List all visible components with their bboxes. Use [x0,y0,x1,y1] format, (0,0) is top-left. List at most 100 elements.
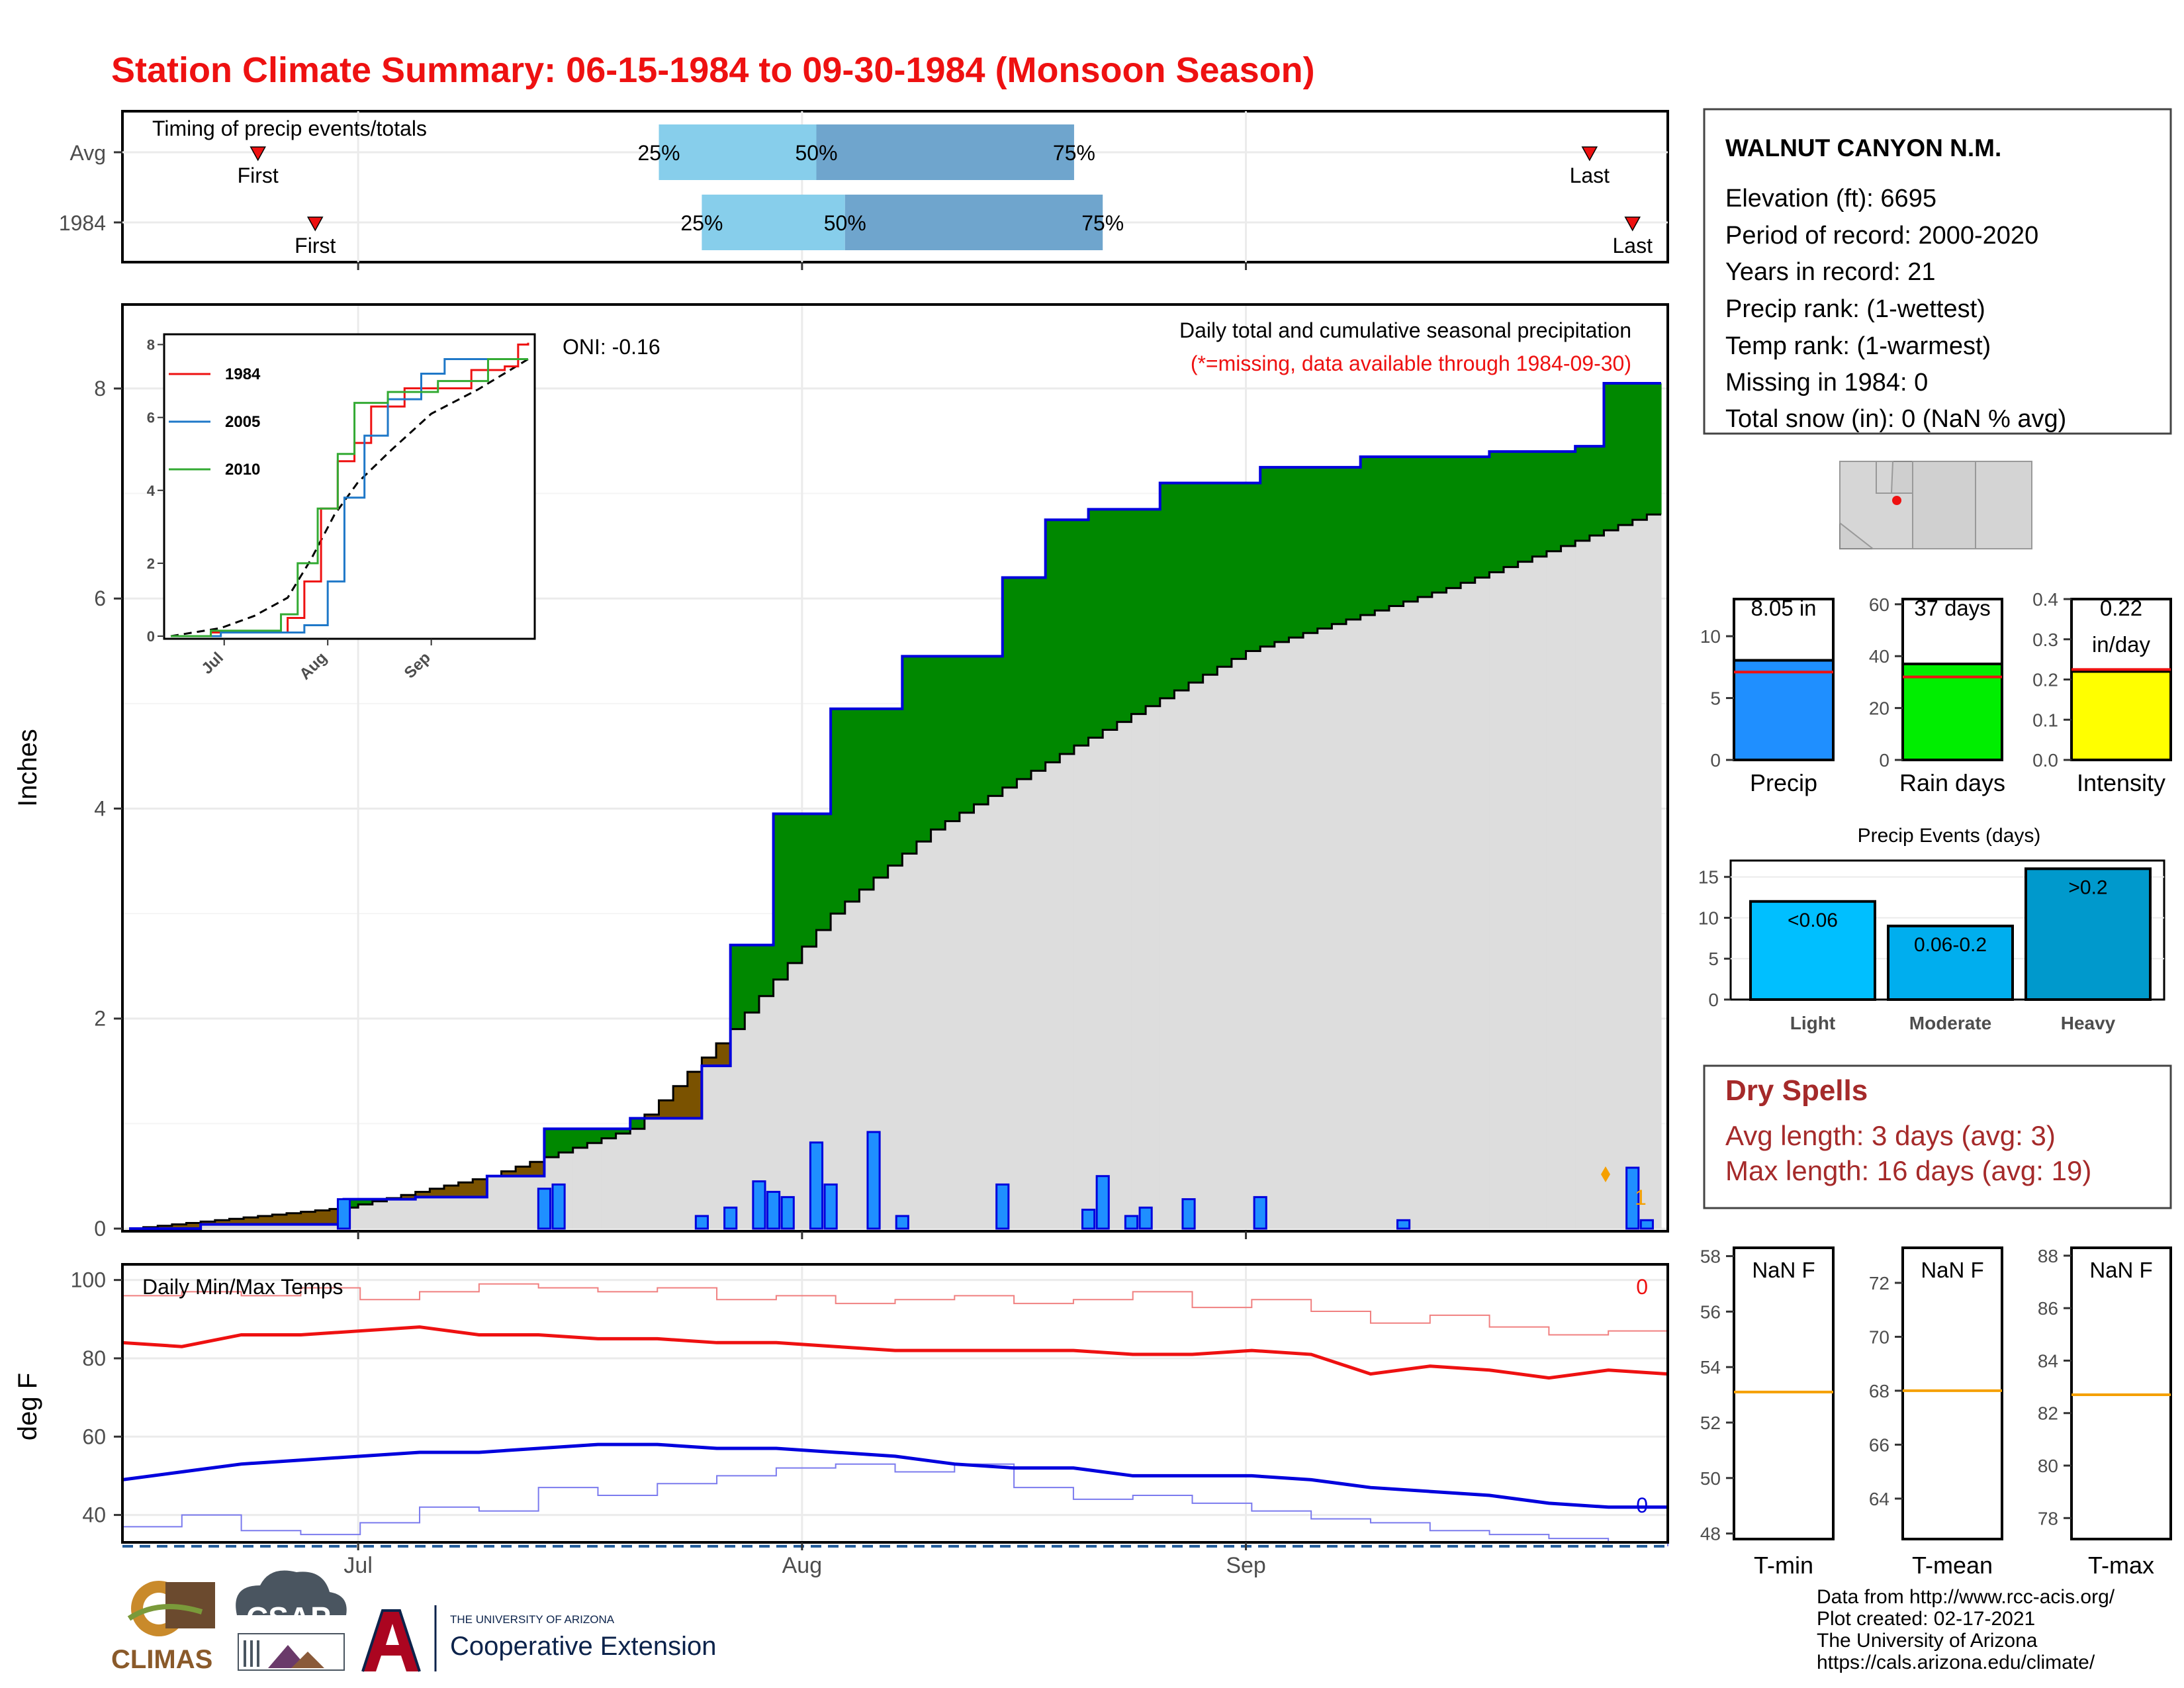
raindays-label: Rain days [1899,769,2005,796]
temp-box-ytick-label: 58 [1700,1246,1721,1267]
csap-wordmark: CSAP [246,1601,331,1635]
surplus-area-segment [1174,483,1189,690]
surplus-area-segment [1246,483,1261,651]
inset-line-2005 [171,358,528,637]
avg-area-segment [1103,729,1118,1229]
avg-area-segment [214,1224,230,1229]
avg-max-temp-line [122,1325,1668,1380]
temp-box-ytick-label: 48 [1700,1524,1721,1544]
surplus-area-segment [1504,451,1519,567]
surplus-area-segment [1131,509,1146,714]
surplus-area-segment [988,656,1003,796]
deficit-area-segment [315,1210,330,1225]
surplus-area-segment [1332,467,1347,624]
avg-area-segment [1131,714,1146,1229]
avg-area-segment [1575,540,1590,1229]
oni-label: ONI: -0.16 [563,335,660,359]
locator-map [1839,461,2032,549]
deficit-area-segment [257,1215,273,1225]
surplus-area-segment [1432,457,1447,593]
deficit-area-segment [286,1213,302,1225]
inset-line-2010 [171,358,528,637]
avg-area-segment [1116,722,1132,1229]
timing-q75-label: 75% [1053,141,1095,165]
timing-row-year-label: 1984 [59,211,106,235]
temp-box-ytick-label: 50 [1700,1468,1721,1489]
avg-min-temp-line [122,1442,1668,1509]
avg-area-segment [1518,561,1533,1229]
raindays-ytick-label: 0 [1879,750,1889,771]
temp-box-value-label: NaN F [2089,1258,2152,1282]
deficit-area-segment [186,1223,201,1229]
station-line-elevation: Elevation (ft): 6695 [1725,185,1936,212]
surplus-area-segment [1217,483,1232,667]
avg-area-segment [945,821,960,1229]
avg-area-segment [587,1143,602,1229]
avg-area-segment [387,1199,402,1229]
missing-count: 1 [1635,1186,1647,1209]
footer-line-url: https://cals.arizona.edu/climate/ [1817,1652,2095,1673]
events-bar-moderate [1887,924,2014,1001]
raindays-value-label: 37 days [1914,596,1991,620]
avg-area-segment [988,796,1003,1229]
daily-precip-bar [752,1180,766,1230]
deficit-area-segment [516,1166,531,1176]
station-name: WALNUT CANYON N.M. [1725,134,2001,162]
daily-precip-bar [895,1215,909,1230]
avg-area-segment [415,1197,430,1229]
surplus-area-segment [615,1129,631,1134]
avg-area-segment [1002,787,1018,1229]
inset-legend-label: 1984 [225,365,261,383]
deficit-area-segment [702,1057,717,1066]
events-category-label: Heavy [2061,1013,2116,1033]
avg-area-segment [788,962,803,1229]
temp-box-value-label: NaN F [1752,1258,1815,1282]
avg-area-segment [1160,698,1175,1229]
surplus-area-segment [859,708,874,890]
avg-area-segment [673,1118,688,1229]
daily-precip-bar [823,1183,838,1230]
avg-area-segment [1589,536,1605,1229]
avg-area-segment [1189,682,1204,1229]
temp-box-label: T-max [2088,1552,2154,1579]
intensity-label: Intensity [2077,769,2165,796]
daily-precip-bar [1625,1166,1640,1230]
surplus-area-segment [1561,451,1576,546]
station-line-temp-rank: Temp rank: (1-warmest) [1725,332,1991,360]
avg-area-segment [229,1224,244,1229]
avg-area-segment [1332,624,1347,1229]
climas-wordmark: CLIMAS [111,1645,212,1674]
avg-area-segment [687,1118,703,1229]
daily-precip-bar [1396,1219,1411,1230]
surplus-area-segment [1360,457,1375,616]
surplus-area-segment [1632,383,1647,520]
deficit-area-segment [687,1072,703,1119]
avg-area-segment [1073,745,1089,1229]
timing-q50-label: 50% [795,141,837,165]
surplus-area-segment [1103,509,1118,730]
precip-ytick-label: 8 [94,377,106,400]
temp-box-t-min [1733,1246,1835,1540]
inset-ytick-label: 0 [147,628,155,645]
avg-area-segment [1303,633,1318,1229]
avg-area-segment [501,1176,516,1229]
avg-area-segment [572,1147,588,1229]
avg-area-segment [372,1201,388,1229]
avg-area-segment [1403,601,1418,1229]
surplus-area-segment [358,1199,373,1205]
avg-area-segment [1360,615,1375,1229]
surplus-area-segment [1489,451,1504,573]
avg-area-segment [931,829,946,1229]
avg-area-segment [644,1118,660,1229]
station-line-period: Period of record: 2000-2020 [1725,222,2038,250]
events-ytick-label: 0 [1708,990,1719,1010]
events-bar-label: >0.2 [2068,876,2107,898]
summary-bars: 0 5 10 8.05 in Precip 0 20 40 60 37 days Rain days… [1700,589,2172,796]
timing-last-label: Last [1570,164,1610,187]
surplus-area-segment [1073,520,1089,746]
avg-area-segment [1045,762,1060,1229]
avg-area-segment [443,1197,459,1229]
precip-ytick-label: 10 [1700,626,1721,647]
temps-ytick-label: 100 [71,1268,106,1292]
